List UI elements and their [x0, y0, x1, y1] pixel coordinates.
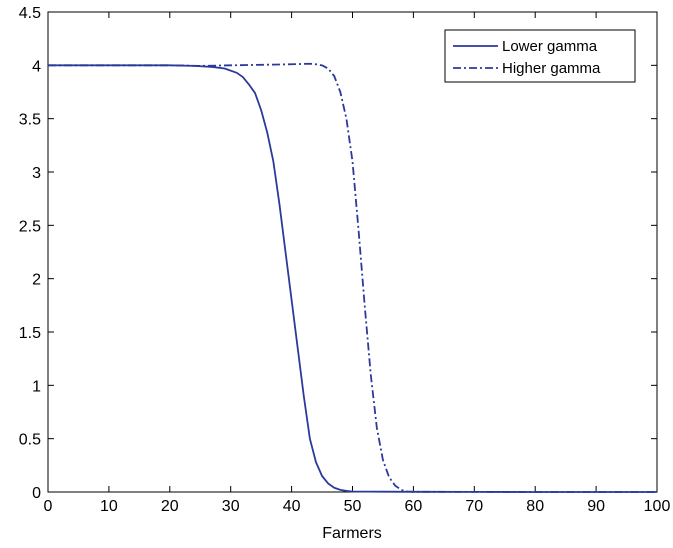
x-tick-label: 0	[44, 498, 53, 515]
legend-box	[444, 29, 636, 83]
series-line-1	[48, 64, 657, 493]
x-tick-label: 100	[644, 498, 671, 515]
x-tick-label: 40	[283, 498, 301, 515]
y-tick-label: 3.5	[19, 112, 41, 129]
x-tick-label: 90	[587, 498, 605, 515]
tick-labels: 0 10 20 30 40 50 60 70 80 90 100 0 0.5 1 1.5 2 2.5 3 3.5 4 4…	[19, 5, 671, 515]
x-tick-label: 80	[526, 498, 544, 515]
plot-area	[47, 11, 658, 493]
legend: Lower gamma Higher gamma	[444, 29, 636, 83]
y-tick-label: 2	[32, 272, 41, 289]
y-tick-label: 3	[32, 165, 41, 182]
legend-label: Higher gamma	[502, 60, 601, 77]
x-tick-label: 20	[161, 498, 179, 515]
y-tick-label: 0	[32, 485, 41, 502]
x-axis-label: Farmers	[322, 525, 382, 542]
y-tick-label: 2.5	[19, 218, 41, 235]
x-tick-label: 30	[222, 498, 240, 515]
y-tick-label: 4.5	[19, 5, 41, 22]
y-tick-label: 0.5	[19, 432, 41, 449]
series-line-2	[48, 62, 657, 493]
y-tick-label: 4	[32, 58, 41, 75]
x-tick-label: 70	[465, 498, 483, 515]
legend-label: Lower gamma	[502, 38, 598, 55]
x-tick-label: 10	[100, 498, 118, 515]
y-tick-label: 1	[32, 378, 41, 395]
y-tick-label: 1.5	[19, 325, 41, 342]
x-tick-label: 60	[405, 498, 423, 515]
series-lines	[48, 62, 657, 493]
x-tick-label: 50	[344, 498, 362, 515]
